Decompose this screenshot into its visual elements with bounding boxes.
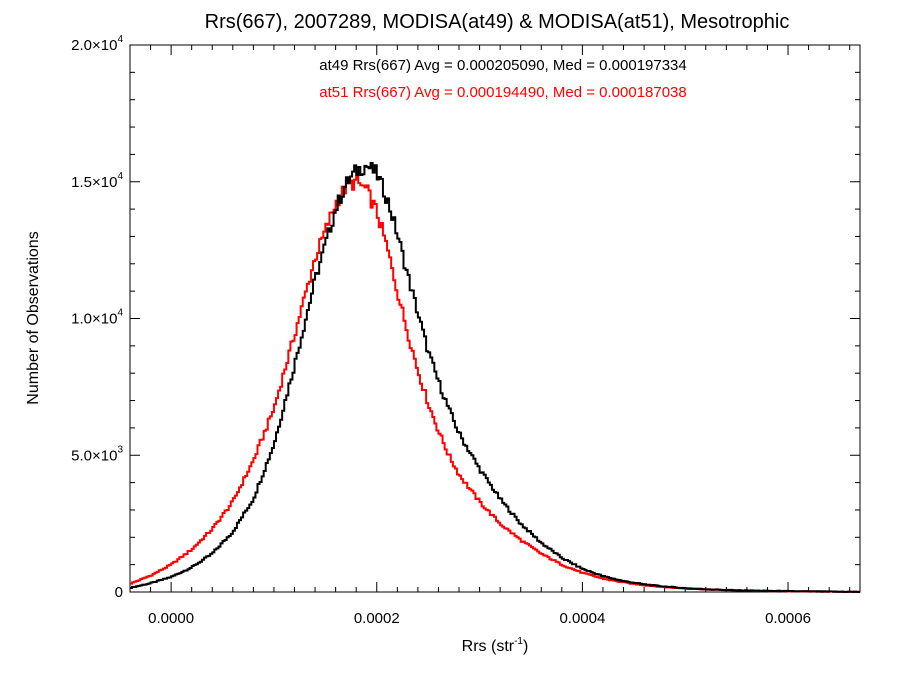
x-axis-label: Rrs (str-1): [462, 636, 529, 655]
plot-frame: [129, 44, 861, 593]
annotation-at51: at51 Rrs(667) Avg = 0.000194490, Med = 0…: [319, 84, 687, 101]
y-tick-label: 2.0×104: [71, 34, 123, 54]
y-axis-label: Number of Observations: [25, 231, 42, 404]
y-tick-label: 1.5×104: [71, 171, 123, 191]
x-axis-label-close: ): [523, 638, 528, 655]
x-tick-label: 0.0004: [559, 610, 605, 627]
y-tick-exponent: 3: [117, 444, 123, 455]
y-tick-exponent: 4: [117, 171, 123, 182]
y-tick-mantissa: 0: [115, 584, 123, 601]
x-tick-label: 0.0006: [765, 610, 811, 627]
chart-title: Rrs(667), 2007289, MODISA(at49) & MODISA…: [205, 11, 790, 33]
y-tick-mantissa: 1.0×10: [71, 311, 117, 328]
x-axis-ticks: 0.0000 0.0002 0.0004 0.0006: [148, 45, 811, 627]
x-axis-label-main: Rrs (str: [462, 638, 515, 655]
series-at51-line: [130, 175, 860, 593]
y-tick-mantissa: 5.0×10: [71, 447, 117, 464]
y-tick-label: 0: [115, 584, 123, 601]
y-tick-mantissa: 1.5×10: [71, 174, 117, 191]
y-tick-exponent: 4: [117, 34, 123, 45]
series-at49-line: [130, 162, 860, 593]
x-tick-label: 0.0002: [354, 610, 400, 627]
x-axis-label-sup: -1: [514, 636, 523, 647]
x-tick-label: 0.0000: [148, 610, 194, 627]
y-axis-minor-ticks: [130, 71, 860, 566]
y-tick-label: 1.0×104: [71, 308, 123, 328]
series-group: [130, 162, 860, 593]
x-axis-minor-ticks: [129, 45, 851, 592]
y-tick-label: 5.0×103: [71, 444, 123, 464]
y-tick-exponent: 4: [117, 308, 123, 319]
y-tick-mantissa: 2.0×10: [71, 37, 117, 54]
annotation-at49: at49 Rrs(667) Avg = 0.000205090, Med = 0…: [319, 57, 687, 74]
